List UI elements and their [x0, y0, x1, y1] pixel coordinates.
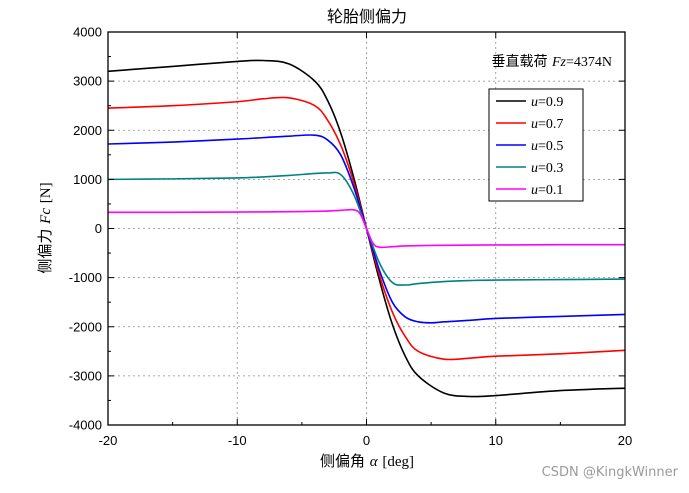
legend-label-value: =0.1	[538, 183, 563, 198]
x-tick-label: 20	[618, 433, 632, 448]
x-tick-label: 10	[489, 433, 503, 448]
legend-label-5: u=0.1	[531, 183, 563, 198]
legend-label-value: =0.5	[538, 139, 563, 154]
legend-label-symbol: u	[531, 117, 538, 132]
chart-title: 轮胎侧偏力	[327, 7, 407, 26]
legend-label-symbol: u	[531, 161, 538, 176]
watermark: CSDN @KingkWinner	[542, 465, 679, 480]
y-tick-label: -2000	[69, 319, 102, 334]
legend-label-value: =0.9	[538, 95, 563, 110]
y-tick-label: 2000	[73, 123, 102, 138]
legend-label-value: =0.7	[538, 117, 563, 132]
legend-label-symbol: u	[531, 139, 538, 154]
load-annotation-value: =4374N	[566, 55, 612, 70]
y-axis-label: 侧偏力 Fc [N]	[36, 182, 54, 273]
axis-ticks: -20 -10 0 10 20 -4000 -3000 -2000 -1000 0 1000 2000…	[69, 25, 632, 449]
y-axis-label-main: 侧偏力	[36, 229, 54, 274]
legend-label-1: u=0.9	[531, 95, 563, 110]
load-annotation: 垂直载荷 Fz=4374N	[492, 53, 612, 70]
series-lines	[107, 59, 626, 398]
y-tick-label: 4000	[73, 25, 102, 40]
y-axis-label-unit: [N]	[38, 182, 54, 203]
y-tick-label: -4000	[69, 418, 102, 433]
x-axis-label-symbol: α	[370, 454, 379, 470]
y-tick-label: 3000	[73, 74, 102, 89]
x-tick-label: 0	[363, 433, 370, 448]
legend-label-symbol: u	[531, 183, 538, 198]
legend-label-3: u=0.5	[531, 139, 563, 154]
x-tick-label: -20	[99, 433, 118, 448]
load-annotation-prefix: 垂直载荷	[492, 53, 548, 70]
x-axis-label-main: 侧偏角	[320, 452, 365, 470]
legend: u=0.9u=0.7u=0.5u=0.3u=0.1	[488, 88, 584, 202]
x-axis-label: 侧偏角 α [deg]	[320, 452, 414, 470]
x-axis-label-unit: [deg]	[382, 454, 414, 470]
y-tick-label: -3000	[69, 368, 102, 383]
y-tick-label: 1000	[73, 172, 102, 187]
legend-label-value: =0.3	[538, 161, 563, 176]
y-axis-label-symbol: Fc	[38, 208, 54, 225]
series-line-3	[107, 134, 626, 324]
x-tick-label: -10	[228, 433, 247, 448]
legend-label-symbol: u	[531, 95, 538, 110]
y-tick-label: -1000	[69, 270, 102, 285]
legend-label-2: u=0.7	[531, 117, 563, 132]
y-tick-label: 0	[95, 221, 102, 236]
legend-label-4: u=0.3	[531, 161, 563, 176]
load-annotation-symbol: Fz	[551, 55, 567, 70]
series-line-5	[107, 208, 626, 249]
